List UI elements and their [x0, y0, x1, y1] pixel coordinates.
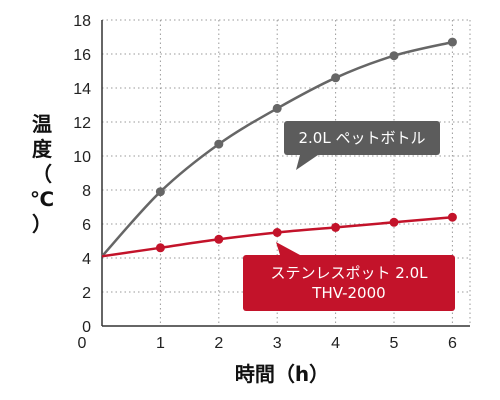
y-axis-title-char: （ — [32, 162, 52, 186]
y-tick-label: 4 — [82, 251, 91, 268]
data-point-stainless-pot — [447, 212, 457, 222]
y-tick-label: 16 — [73, 47, 91, 64]
series-label-pet-bottle-text: 2.0L ペットボトル — [298, 129, 426, 147]
data-point-stainless-pot — [214, 234, 224, 244]
y-axis-title-char: ） — [32, 212, 52, 236]
series-label-stainless-pot-line1: ステンレスポット 2.0L — [270, 264, 428, 282]
data-point-pet-bottle — [155, 187, 165, 197]
y-tick-label: 0 — [82, 319, 91, 336]
series-label-stainless-pot: ステンレスポット 2.0L THV-2000 — [243, 255, 455, 311]
data-point-pet-bottle — [331, 73, 341, 83]
y-axis-title-char: 温 — [32, 112, 52, 136]
series-label-pet-bottle: 2.0L ペットボトル — [284, 121, 440, 155]
series-label-pet-bottle-tail — [296, 155, 318, 170]
y-tick-label: 10 — [73, 149, 91, 166]
y-tick-label: 18 — [73, 13, 91, 30]
data-point-pet-bottle — [214, 139, 224, 149]
y-tick-label: 2 — [82, 285, 91, 302]
data-point-pet-bottle — [272, 103, 282, 113]
y-axis-title-char: 度 — [32, 137, 52, 161]
data-point-stainless-pot — [155, 243, 165, 253]
y-tick-label: 6 — [82, 217, 91, 234]
series-label-stainless-pot-line2: THV-2000 — [312, 284, 386, 302]
x-tick-label: 2 — [214, 335, 223, 352]
x-tick-label: 6 — [448, 335, 457, 352]
y-tick-label: 12 — [73, 115, 91, 132]
data-point-pet-bottle — [447, 37, 457, 47]
x-tick-label: 4 — [331, 335, 340, 352]
data-point-stainless-pot — [331, 222, 341, 232]
y-tick-label: 8 — [82, 183, 91, 200]
x-tick-label: 0 — [78, 335, 87, 352]
x-axis-title: 時間（h） — [235, 362, 329, 386]
data-point-stainless-pot — [272, 228, 282, 237]
x-tick-label: 3 — [273, 335, 282, 352]
y-axis-title-char: ℃ — [29, 187, 55, 211]
series-label-stainless-pot-tail — [276, 242, 300, 255]
x-tick-label: 1 — [156, 335, 165, 352]
y-axis-title: 温 度 （ ℃ ） — [28, 112, 56, 237]
data-point-stainless-pot — [389, 217, 399, 227]
y-tick-label: 14 — [73, 81, 91, 98]
x-tick-label: 5 — [390, 335, 399, 352]
data-point-pet-bottle — [389, 51, 399, 61]
